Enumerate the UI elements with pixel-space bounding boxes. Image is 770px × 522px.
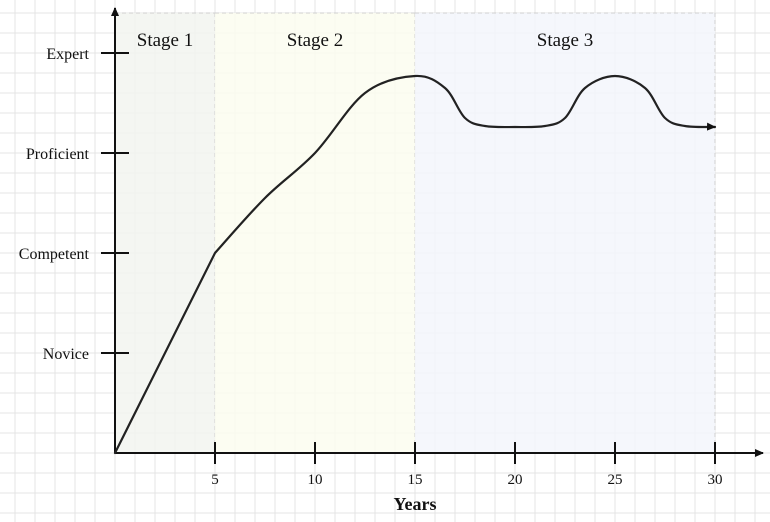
x-tick-label-10: 10 (308, 472, 323, 488)
x-tick-label-20: 20 (508, 472, 523, 488)
stage-band-1 (115, 13, 215, 453)
stage-bands: Stage 1 Stage 2 Stage 3 (115, 12, 716, 453)
y-tick-label-expert: Expert (46, 46, 89, 63)
series-lines (113, 74, 717, 455)
stage-label-1: Stage 1 (137, 30, 193, 51)
x-tick-label-15: 15 (408, 472, 423, 488)
y-tick-label-competent: Competent (19, 246, 90, 263)
y-tick-label-novice: Novice (43, 346, 89, 363)
x-tick-label-5: 5 (211, 472, 219, 488)
stage-band-3 (415, 13, 715, 453)
labels: Years (394, 494, 437, 514)
x-axis-title: Years (394, 494, 437, 514)
y-tick-label-proficient: Proficient (26, 146, 90, 163)
skill-curve-line (113, 74, 717, 455)
stage-label-2: Stage 2 (287, 30, 343, 51)
x-tick-label-30: 30 (708, 472, 723, 488)
x-tick-label-25: 25 (608, 472, 623, 488)
stage-label-3: Stage 3 (537, 30, 593, 51)
axes: 5 10 15 20 25 30 Novice Competent Proficient Expe… (19, 7, 764, 488)
stage-band-2 (215, 13, 415, 453)
